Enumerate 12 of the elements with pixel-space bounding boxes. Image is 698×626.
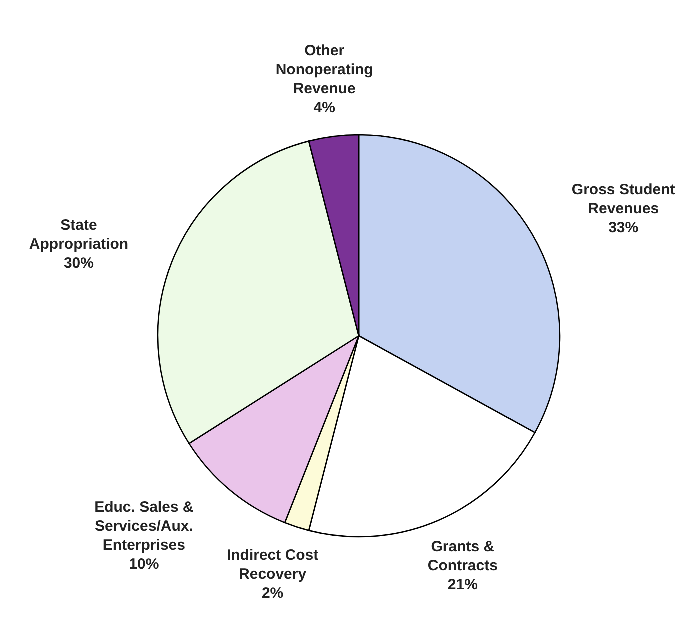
data-label: 33%	[608, 220, 639, 237]
data-label: 4%	[314, 100, 336, 117]
slice-label: Other Nonoperating Revenue	[276, 42, 374, 98]
slice-label: Educ. Sales & Services/Aux. Enterprises	[94, 499, 194, 554]
data-label: 30%	[64, 254, 94, 272]
slice-label: Gross Student Revenues	[572, 182, 676, 218]
slice-label: Grants & Contracts	[428, 538, 498, 574]
data-label: 2%	[262, 584, 284, 602]
slice-label: Indirect Cost Recovery	[226, 546, 319, 583]
data-label: 10%	[129, 556, 160, 574]
data-label: 21%	[448, 576, 478, 594]
slice-label: State Appropriation	[29, 216, 129, 253]
